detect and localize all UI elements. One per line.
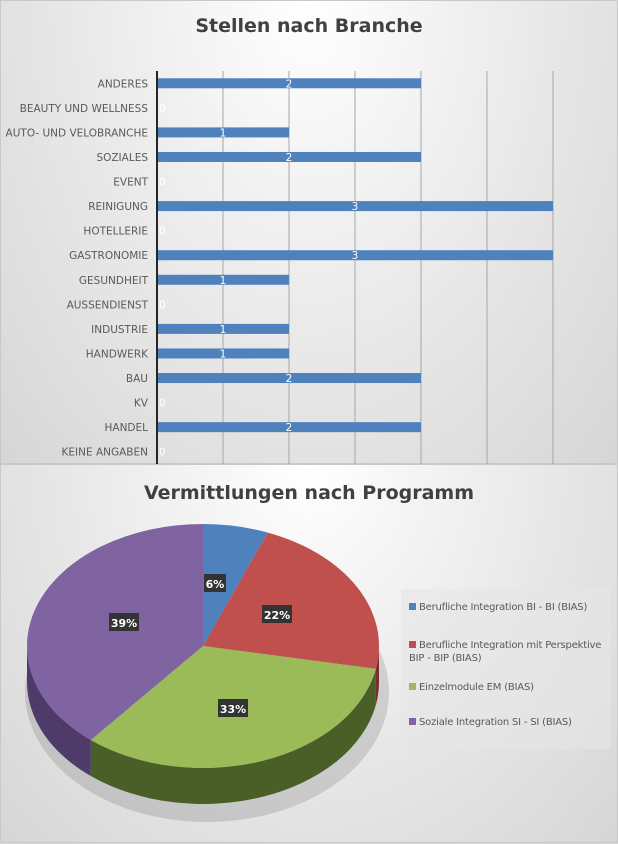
data-label: 2 (286, 152, 293, 164)
data-label: 6% (206, 578, 225, 591)
data-label: 3 (352, 201, 359, 213)
pie-chart-title: Vermittlungen nach Programm (143, 482, 475, 504)
data-label-box (262, 605, 292, 623)
legend-label: Berufliche Integration BI - BI (BIAS) (419, 602, 588, 613)
data-label-box (109, 613, 139, 631)
data-label: 0 (159, 299, 166, 311)
data-label-box (218, 699, 248, 717)
bar (157, 78, 421, 89)
data-label: 0 (159, 177, 166, 189)
category-label: AUSSENDIENST (67, 299, 149, 311)
data-label: 1 (220, 275, 227, 287)
bar (157, 201, 553, 212)
bar (157, 323, 289, 334)
bar (157, 250, 553, 261)
legend-label: Soziale Integration SI - SI (BIAS) (419, 717, 572, 728)
bar (157, 151, 421, 162)
pie-slice (203, 532, 380, 669)
pie-slice-side (26, 646, 91, 777)
data-label: 22% (264, 609, 290, 622)
legend-item-bi: Berufliche Integration BI - BI (BIAS) (409, 601, 609, 614)
data-label: 2 (286, 78, 293, 90)
pie-chart: 6% 22% 33% 39% (25, 524, 389, 822)
data-label: 1 (220, 127, 227, 139)
data-label: 39% (111, 617, 137, 630)
category-label: HANDEL (104, 422, 148, 434)
bar (157, 422, 421, 433)
pie-slice-side (375, 646, 379, 705)
data-label: 0 (159, 103, 166, 115)
bar (157, 274, 289, 285)
data-label: 3 (352, 250, 359, 262)
category-label: EVENT (113, 177, 148, 189)
legend-swatch (409, 718, 416, 725)
legend-label: Einzelmodule EM (BIAS) (419, 682, 534, 693)
legend-swatch (409, 683, 416, 690)
pie-legend: Berufliche Integration BI - BI (BIAS) Be… (401, 589, 611, 749)
category-label: GESUNDHEIT (79, 275, 149, 287)
data-label: 2 (286, 422, 293, 434)
pie-slice-side (90, 668, 376, 804)
legend-item-em: Einzelmodule EM (BIAS) (409, 681, 609, 694)
category-label: SOZIALES (96, 152, 148, 164)
legend-label: Berufliche Integration mit Perspektive B… (409, 640, 602, 664)
data-label: 0 (159, 447, 166, 459)
legend-item-si: Soziale Integration SI - SI (BIAS) (409, 716, 609, 729)
category-label: HANDWERK (86, 348, 149, 360)
category-label: ANDERES (98, 78, 149, 90)
category-label: HOTELLERIE (83, 226, 148, 238)
data-label: 1 (220, 348, 227, 360)
pie-slice (203, 524, 268, 646)
pie-chart-panel: Vermittlungen nach Programm 6% 22% 33% 39% … (0, 464, 618, 843)
data-label: 33% (220, 703, 246, 716)
category-label: BEAUTY UND WELLNESS (20, 103, 149, 115)
legend-item-bip: Berufliche Integration mit Perspektive B… (409, 639, 609, 665)
category-label: KV (134, 398, 149, 410)
category-label: KEINE ANGABEN (62, 447, 149, 459)
pie-slice (27, 524, 204, 741)
category-label: REINIGUNG (88, 201, 148, 213)
legend-swatch (409, 603, 416, 610)
category-label: AUTO- UND VELOBRANCHE (6, 127, 148, 139)
bar (157, 373, 421, 384)
category-label: INDUSTRIE (91, 324, 148, 336)
bar-chart: ANDERES 2 BEAUTY UND WELLNESS 0 AUTO- UND VE… (6, 71, 554, 464)
legend-swatch (409, 641, 416, 648)
data-label: 2 (286, 373, 293, 385)
bar-chart-title: Stellen nach Branche (195, 15, 423, 37)
data-label: 1 (220, 324, 227, 336)
category-label: BAU (126, 373, 148, 385)
bar-chart-panel: Stellen nach Branche ANDERES 2 BEAUTY UND … (0, 0, 618, 464)
data-label-box (204, 574, 226, 592)
data-label: 0 (159, 398, 166, 410)
category-label: GASTRONOMIE (69, 250, 148, 262)
data-label: 0 (159, 226, 166, 238)
bar (157, 127, 289, 138)
bar (157, 348, 289, 359)
